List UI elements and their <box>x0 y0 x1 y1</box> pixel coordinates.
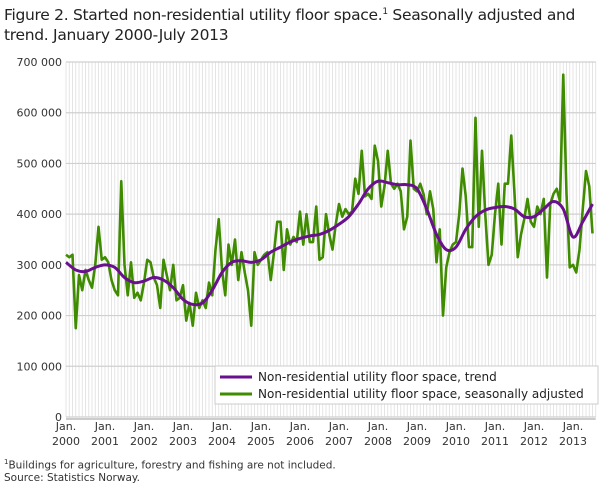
title-footnote-marker: 1 <box>382 7 388 17</box>
x-tick-label: 2010 <box>442 435 470 448</box>
chart-title: Figure 2. Started non-residential utilit… <box>4 2 608 45</box>
x-tick-label: Jan. <box>172 420 193 433</box>
y-tick-label: 0 <box>55 411 62 424</box>
x-tick-label: Jan. <box>133 420 154 433</box>
x-tick-label: Jan. <box>562 420 583 433</box>
trend-line <box>65 179 594 307</box>
x-tick-label: 2003 <box>169 435 197 448</box>
x-tick-label: 2013 <box>559 435 587 448</box>
x-tick-label: Jan. <box>445 420 466 433</box>
x-tick-label: 2008 <box>364 435 392 448</box>
x-tick-label: Jan. <box>484 420 505 433</box>
x-tick-label: 2009 <box>403 435 431 448</box>
x-tick-label: 2012 <box>520 435 548 448</box>
line-chart: 0 100 000 200 000 300 000 400 000 500 000 600 … <box>17 56 599 448</box>
x-tick-label: 2011 <box>481 435 509 448</box>
legend-box <box>214 365 599 405</box>
y-tick-label: 300 000 <box>17 259 63 272</box>
legend-label: Non-residential utility floor space, sea… <box>258 387 584 401</box>
x-tick-label: 2007 <box>325 435 353 448</box>
x-tick-label: 2004 <box>208 435 236 448</box>
y-tick-label: 200 000 <box>17 310 63 323</box>
x-tick-label: Jan. <box>55 420 76 433</box>
source-note: Source: Statistics Norway. <box>4 472 140 484</box>
x-tick-label: Jan. <box>406 420 427 433</box>
y-tick-label: 100 000 <box>17 360 63 373</box>
x-tick-label: 2002 <box>130 435 158 448</box>
x-tick-label: Jan. <box>289 420 310 433</box>
y-tick-label: 400 000 <box>17 208 63 221</box>
x-tick-label: Jan. <box>211 420 232 433</box>
x-tick-label: 2005 <box>247 435 275 448</box>
legend-label: Non-residential utility floor space, tre… <box>258 370 497 384</box>
footnote-text: Buildings for agriculture, forestry and … <box>8 459 336 472</box>
footnote: 1Buildings for agriculture, forestry and… <box>4 458 336 472</box>
x-tick-label: Jan. <box>367 420 388 433</box>
x-tick-label: 2001 <box>91 435 119 448</box>
y-tick-label: 600 000 <box>17 107 63 120</box>
x-tick-label: Jan. <box>523 420 544 433</box>
y-tick-label: 500 000 <box>17 157 63 170</box>
footnote-marker: 1 <box>4 458 9 466</box>
x-tick-label: 2000 <box>52 435 80 448</box>
title-rest: Seasonally adjusted and trend. January 2… <box>4 6 576 45</box>
y-tick-label: 700 000 <box>17 56 63 69</box>
title-main: Figure 2. Started non-residential utilit… <box>4 6 383 25</box>
x-tick-label: Jan. <box>328 420 349 433</box>
x-tick-label: Jan. <box>94 420 115 433</box>
x-tick-label: 2006 <box>286 435 314 448</box>
x-tick-label: Jan. <box>250 420 271 433</box>
